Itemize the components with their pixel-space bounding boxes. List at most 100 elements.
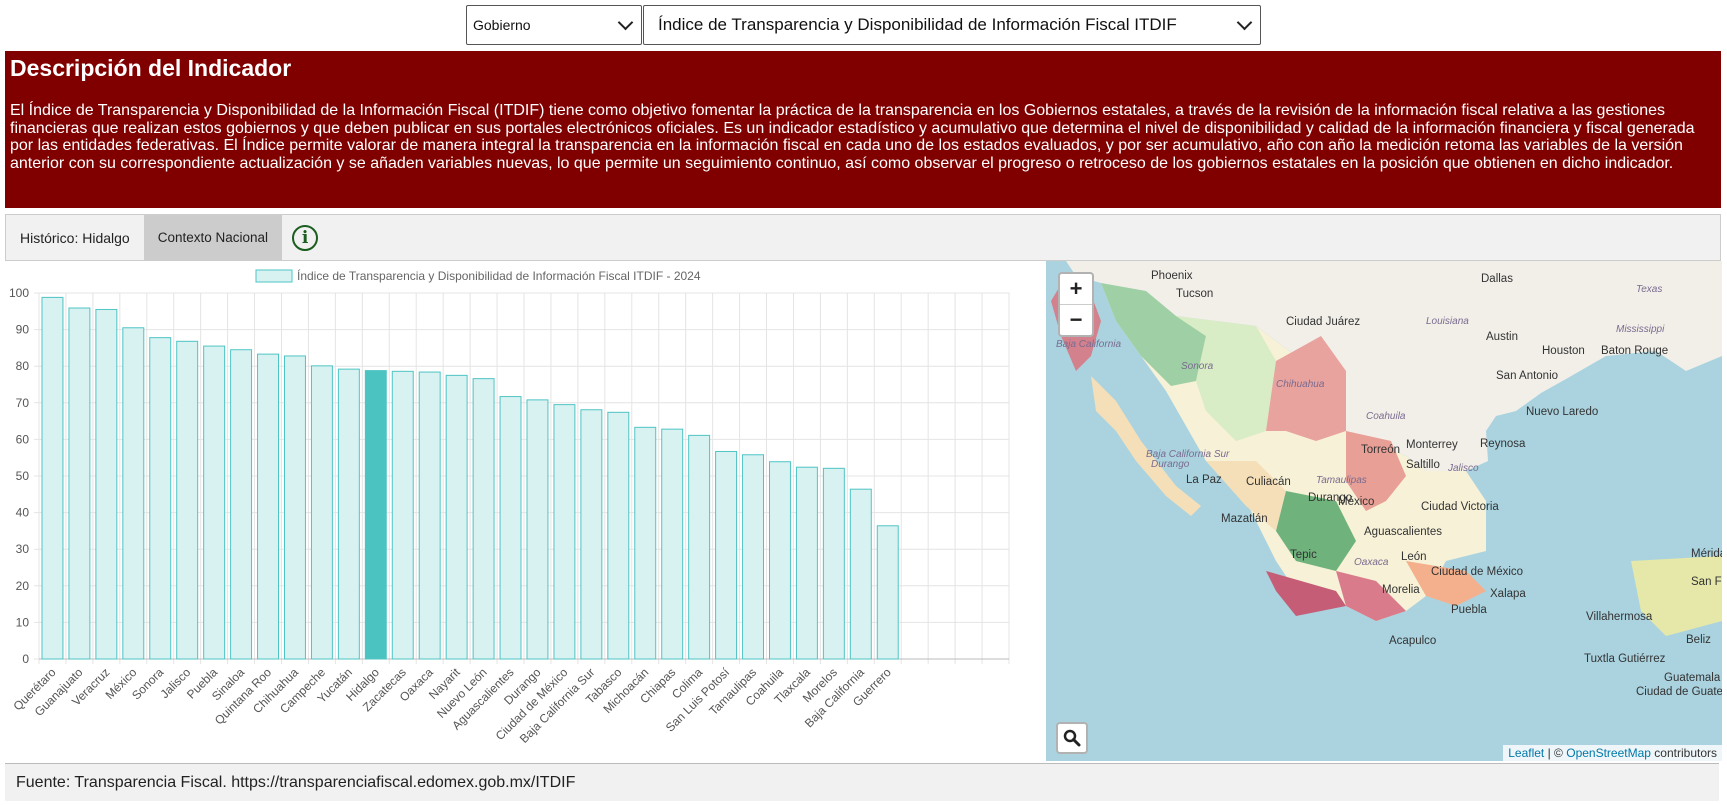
tab-historico[interactable]: Histórico: Hidalgo xyxy=(6,215,144,260)
y-tick-label: 70 xyxy=(16,396,30,410)
chevron-down-icon xyxy=(1237,15,1253,31)
indicator-select[interactable]: Índice de Transparencia y Disponibilidad… xyxy=(643,5,1261,45)
map-place-label: Xalapa xyxy=(1490,588,1526,600)
map-place-label: Villahermosa xyxy=(1586,611,1652,623)
map-place-label: Torreón xyxy=(1361,444,1400,456)
map-place-label: Dallas xyxy=(1481,273,1513,285)
bar-guerrero[interactable] xyxy=(877,526,898,659)
map-place-label: Nuevo Laredo xyxy=(1526,406,1598,418)
map-place-label: Austin xyxy=(1486,331,1518,343)
map-place-label: León xyxy=(1401,551,1427,563)
legend-label: Índice de Transparencia y Disponibilidad… xyxy=(297,268,701,283)
map-place-label: Mazatlán xyxy=(1221,513,1268,525)
osm-link[interactable]: OpenStreetMap xyxy=(1566,746,1651,760)
bar-coahuila[interactable] xyxy=(770,462,791,659)
map-place-label: Mérida xyxy=(1691,548,1722,560)
bar-campeche[interactable] xyxy=(311,366,332,659)
map-place-label: México xyxy=(1338,496,1374,508)
bar-baja-california-sur[interactable] xyxy=(581,410,602,659)
map-region-label: Tamaulipas xyxy=(1316,475,1367,486)
bar-san-luis-potosí[interactable] xyxy=(716,451,737,659)
zoom-in-button[interactable]: + xyxy=(1060,274,1092,305)
bar-chihuahua[interactable] xyxy=(285,356,306,659)
bar-veracruz[interactable] xyxy=(96,309,117,659)
bar-tabasco[interactable] xyxy=(608,412,629,659)
map-place-label: Monterrey xyxy=(1406,439,1458,451)
bar-hidalgo[interactable] xyxy=(365,371,386,659)
bar-quintana-roo[interactable] xyxy=(258,354,279,659)
bar-tlaxcala[interactable] xyxy=(796,467,817,659)
map-place-label: La Paz xyxy=(1186,474,1222,486)
level-select[interactable]: Gobierno xyxy=(466,5,642,45)
bar-oaxaca[interactable] xyxy=(419,372,440,659)
map-place-label: Culiacán xyxy=(1246,476,1291,488)
bar-chiapas[interactable] xyxy=(662,429,683,659)
map-region-label: Jalisco xyxy=(1448,463,1479,474)
tab-contexto-nacional[interactable]: Contexto Nacional xyxy=(144,215,282,260)
zoom-out-button[interactable]: − xyxy=(1060,305,1092,335)
source-text: Fuente: Transparencia Fiscal. https://tr… xyxy=(16,774,575,792)
bar-nuevo-león[interactable] xyxy=(473,379,494,659)
indicator-select-value: Índice de Transparencia y Disponibilidad… xyxy=(658,15,1177,35)
bar-querétaro[interactable] xyxy=(42,297,63,659)
map-panel[interactable]: + − Phoenix Tucson Dallas Ciudad Juárez Aust… xyxy=(1046,261,1722,761)
map-place-label: Saltillo xyxy=(1406,459,1440,471)
bar-guanajuato[interactable] xyxy=(69,308,90,659)
bar-colima[interactable] xyxy=(689,435,710,659)
map-place-label: Ciudad de México xyxy=(1431,566,1523,578)
map-place-label: Houston xyxy=(1542,345,1585,357)
map-place-label: Ciudad Victoria xyxy=(1421,501,1499,513)
info-icon[interactable]: i xyxy=(292,225,318,251)
map-tiles xyxy=(1046,261,1722,761)
map-place-label: Beliz xyxy=(1686,634,1711,646)
legend-swatch[interactable] xyxy=(256,270,292,282)
bar-méxico[interactable] xyxy=(123,328,144,659)
bar-aguascalientes[interactable] xyxy=(500,397,521,659)
tab-contexto-label: Contexto Nacional xyxy=(158,230,268,245)
map-place-label: San Francisco de Campeche xyxy=(1691,576,1722,588)
bar-puebla[interactable] xyxy=(204,346,225,659)
bar-zacatecas[interactable] xyxy=(392,371,413,659)
y-tick-label: 50 xyxy=(16,469,30,483)
bar-sonora[interactable] xyxy=(150,338,171,659)
map-place-label: Tucson xyxy=(1176,288,1213,300)
y-tick-label: 0 xyxy=(22,652,29,666)
map-place-label: Guatemala xyxy=(1664,672,1720,684)
map-place-label: Puebla xyxy=(1451,604,1487,616)
map-place-label: Reynosa xyxy=(1480,438,1525,450)
bar-ciudad-de-méxico[interactable] xyxy=(554,405,575,659)
map-region-label: Texas xyxy=(1636,284,1662,295)
leaflet-link[interactable]: Leaflet xyxy=(1508,746,1544,760)
y-tick-label: 40 xyxy=(16,506,30,520)
map-place-label: Tepic xyxy=(1290,549,1317,561)
chevron-down-icon xyxy=(618,15,634,31)
map-place-label: Ciudad de Guatemala xyxy=(1636,686,1722,698)
bar-michoacán[interactable] xyxy=(635,427,656,659)
indicator-selectors: Gobierno Índice de Transparencia y Dispo… xyxy=(466,5,1261,45)
map-place-label: Acapulco xyxy=(1389,635,1436,647)
map-attribution: Leaflet | © OpenStreetMap contributors xyxy=(1503,745,1722,761)
bar-tamaulipas[interactable] xyxy=(743,455,764,659)
map-region-label: Sonora xyxy=(1181,361,1213,372)
level-select-value: Gobierno xyxy=(473,17,531,33)
description-title: Descripción del Indicador xyxy=(10,55,1716,82)
bar-yucatán[interactable] xyxy=(338,369,359,659)
bar-chart: 0 10 20 30 40 50 60 70 80 90 100 Querétaro Guanajua… xyxy=(5,262,1045,762)
bar-nayarit[interactable] xyxy=(446,375,467,659)
y-tick-label: 90 xyxy=(16,323,30,337)
indicator-description-panel: Descripción del Indicador El Índice de T… xyxy=(5,51,1721,208)
map-search-button[interactable] xyxy=(1056,722,1088,754)
bar-baja-california[interactable] xyxy=(850,489,871,659)
y-tick-label: 20 xyxy=(16,579,30,593)
map-region-label: Chihuahua xyxy=(1276,379,1324,390)
map-place-label: Baton Rouge xyxy=(1601,345,1668,357)
bar-morelos[interactable] xyxy=(823,468,844,659)
view-tabs: Histórico: Hidalgo Contexto Nacional i xyxy=(5,214,1721,261)
map-place-label: San Antonio xyxy=(1496,370,1558,382)
bar-sinaloa[interactable] xyxy=(231,350,252,659)
map-place-label: Ciudad Juárez xyxy=(1286,316,1360,328)
map-place-label: Morelia xyxy=(1382,584,1420,596)
bar-durango[interactable] xyxy=(527,400,548,659)
bar-jalisco[interactable] xyxy=(177,341,198,659)
